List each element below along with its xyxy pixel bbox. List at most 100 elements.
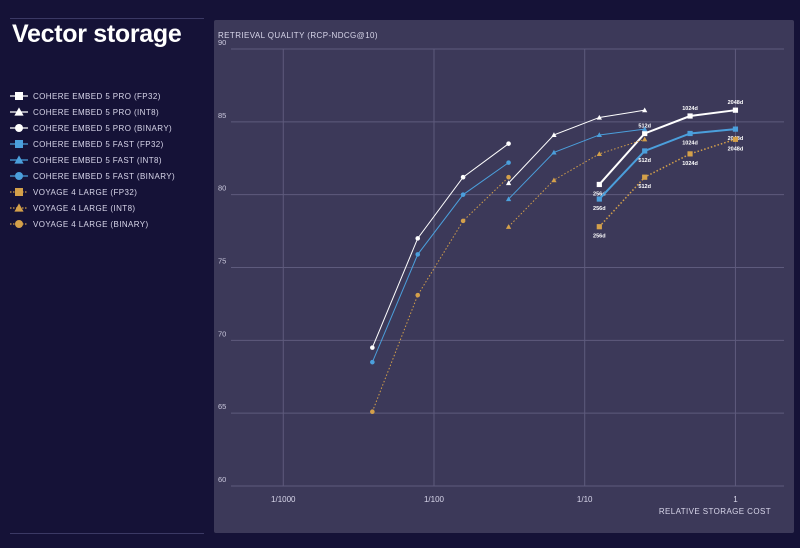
data-point [642,136,648,142]
legend-item-cohere-embed-5-pro-fp32: COHERE EMBED 5 PRO (FP32) [10,88,175,104]
data-point [370,409,375,415]
y-tick-label: 90 [218,38,226,47]
legend-label: COHERE EMBED 5 PRO (BINARY) [33,123,173,133]
legend-swatch-icon [10,155,28,164]
chart-legend: COHERE EMBED 5 PRO (FP32) COHERE EMBED 5 … [10,88,175,232]
legend-item-cohere-embed-5-fast-int8: COHERE EMBED 5 FAST (INT8) [10,152,175,168]
legend-label: COHERE EMBED 5 FAST (BINARY) [33,171,176,181]
divider-top [10,18,204,19]
data-label: 512d [638,158,651,164]
series-cohere-embed-5-fast-int8 [505,126,648,202]
data-point [506,160,511,165]
legend-item-cohere-embed-5-fast-fp32: COHERE EMBED 5 FAST (FP32) [10,136,175,152]
data-point [415,252,421,257]
x-tick-label: 1/1000 [271,495,296,504]
data-point [551,177,557,183]
x-tick-label: 1/10 [577,495,593,504]
data-point [596,224,602,230]
data-point [460,192,466,197]
legend-item-voyage-4-large-binary: VOYAGE 4 LARGE (BINARY) [10,216,175,232]
data-point [460,218,466,224]
series-cohere-embed-5-fast-fp32: 256d 512d 1024d 2048d [593,126,743,212]
divider-bottom [10,533,204,534]
x-tick-label: 1 [733,495,738,504]
data-point [732,107,739,113]
legend-item-cohere-embed-5-pro-binary: COHERE EMBED 5 PRO (BINARY) [10,120,175,136]
y-tick-label: 70 [218,329,226,338]
data-label: 1024d [682,161,698,167]
data-point [596,114,602,120]
legend-label: VOYAGE 4 LARGE (BINARY) [33,219,149,229]
legend-label: COHERE EMBED 5 PRO (FP32) [33,91,161,101]
data-point [505,196,512,202]
legend-marker-square [15,140,23,148]
data-label: 512d [638,184,651,190]
legend-label: VOYAGE 4 LARGE (FP32) [33,187,138,197]
series-line [508,109,645,184]
series-line [371,176,509,412]
legend-label: COHERE EMBED 5 PRO (INT8) [33,107,160,117]
legend-swatch-icon [10,140,28,148]
legend-item-cohere-embed-5-fast-binary: COHERE EMBED 5 FAST (BINARY) [10,168,175,184]
data-point [596,151,602,156]
data-point [415,292,421,298]
series-line [598,109,736,186]
data-point [506,174,511,180]
legend-marker-square [15,188,23,196]
series-line [508,128,645,200]
y-tick-label: 80 [218,184,226,193]
series-voyage-4-large-binary [370,174,511,415]
y-tick-label: 60 [218,475,226,484]
legend-marker-square [15,92,23,100]
y-tick-label: 65 [218,402,226,411]
legend-swatch-icon [10,107,28,116]
data-label: 1024d [682,106,698,112]
data-point [460,174,466,180]
data-point [642,174,648,180]
legend-swatch-icon [10,188,28,196]
data-point [505,180,512,186]
x-tick-label: 1/100 [424,495,445,504]
series-line [371,162,509,363]
data-point [551,149,557,155]
data-point [642,126,648,132]
data-label: 2048d [728,100,744,106]
data-point [687,113,693,119]
data-point [370,345,375,350]
data-point [596,181,602,188]
data-point [687,151,693,157]
data-point [596,132,602,138]
data-point [415,236,421,241]
series-cohere-embed-5-fast-binary [370,160,511,365]
legend-label: VOYAGE 4 LARGE (INT8) [33,203,136,213]
chart-panel: RETRIEVAL QUALITY (RCP-NDCG@10) RELATIVE … [214,20,794,533]
data-label: 1024d [682,140,698,146]
sidebar: Vector storage COHERE EMBED 5 PRO (FP32)… [0,0,210,548]
legend-label: COHERE EMBED 5 FAST (INT8) [33,155,162,165]
legend-marker-triangle [14,203,24,212]
legend-label: COHERE EMBED 5 FAST (FP32) [33,139,164,149]
data-label: 2048d [728,146,744,152]
legend-marker-triangle [14,155,24,164]
x-axis-label: RELATIVE STORAGE COST [659,507,771,516]
legend-swatch-icon [10,172,28,180]
series-line [598,138,736,228]
data-point [642,148,648,154]
data-point [732,136,739,142]
series-line [371,143,509,348]
data-label: 256d [593,191,606,197]
series-cohere-embed-5-pro-binary [370,141,511,350]
legend-marker-triangle [14,107,24,116]
chart-svg: RETRIEVAL QUALITY (RCP-NDCG@10) RELATIVE … [218,31,784,516]
series-line [598,128,736,200]
legend-item-cohere-embed-5-pro-int8: COHERE EMBED 5 PRO (INT8) [10,104,175,120]
data-point [506,141,511,146]
series-cohere-embed-5-pro-int8 [505,107,648,186]
data-point [642,107,648,113]
data-point [687,130,693,137]
legend-marker-circle [15,124,23,132]
series-line [508,138,645,228]
data-point [505,224,512,229]
y-tick-label: 75 [218,257,226,266]
legend-swatch-icon [10,124,28,132]
